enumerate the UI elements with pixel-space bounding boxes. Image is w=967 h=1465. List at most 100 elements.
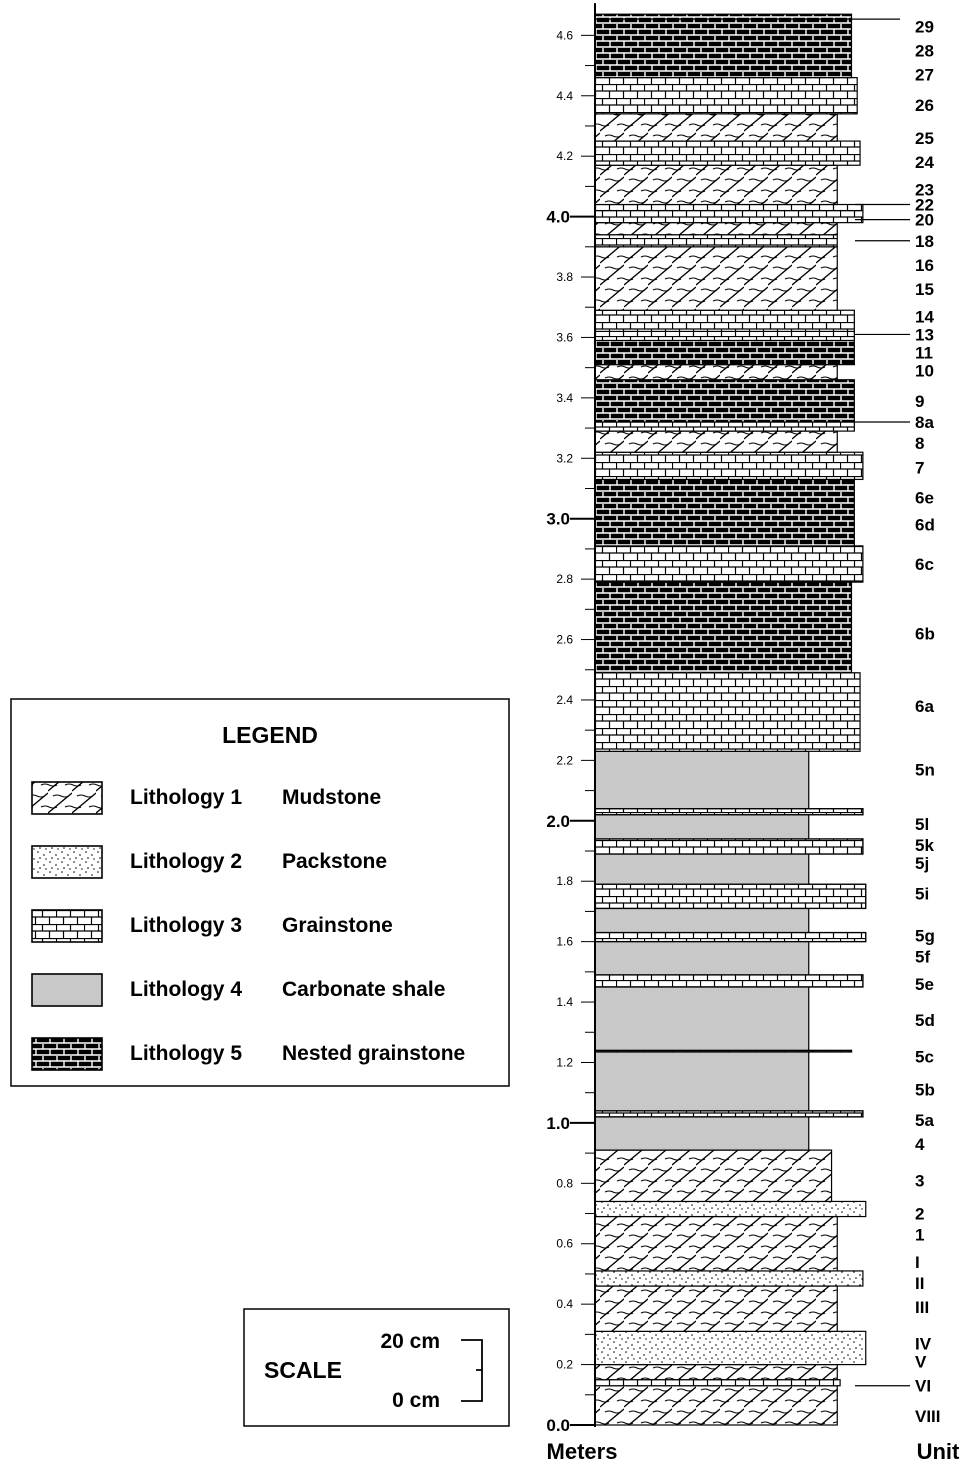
unit-label: 5j: [915, 854, 929, 873]
scale-bar: [461, 1339, 483, 1402]
unit-label: 5n: [915, 760, 935, 779]
bed-grainstone: [594, 330, 855, 342]
shale-interbed: [594, 1049, 853, 1053]
bed-nested: [594, 13, 853, 79]
unit-label: 13: [915, 325, 934, 344]
unit-label: 5d: [915, 1011, 935, 1030]
axis-tick-label: 1.6: [556, 935, 573, 949]
legend-lithology-label: Lithology 5: [130, 1042, 242, 1065]
unit-label: 5k: [915, 836, 934, 855]
unit-label: 22: [915, 196, 934, 215]
axis-tick-label: 3.4: [556, 391, 573, 405]
legend-lithology-name: Packstone: [282, 850, 387, 873]
unit-label: 5f: [915, 948, 930, 967]
unit-label: 20: [915, 211, 934, 230]
axis-major-label: 2.0: [546, 812, 570, 831]
unit-label: 27: [915, 66, 934, 85]
bed-packstone: [594, 1200, 867, 1218]
bed-mudstone: [594, 164, 838, 206]
bed-grainstone: [594, 203, 864, 212]
bed-grainstone: [594, 421, 855, 432]
legend-lithology-name: Mudstone: [282, 786, 381, 809]
unit-label: 25: [915, 129, 934, 148]
axis-major-label: 1.0: [546, 1114, 570, 1133]
unit-label: 1: [915, 1226, 924, 1245]
axis-major-label: 3.0: [546, 510, 570, 529]
scale-bottom-label: 0 cm: [392, 1389, 440, 1412]
unit-label: 11: [915, 344, 933, 363]
axis-tick-label: 0.4: [556, 1297, 573, 1311]
bed-mudstone: [594, 1215, 838, 1272]
legend-lithology-name: Nested grainstone: [282, 1042, 465, 1065]
unit-label: 14: [915, 307, 934, 326]
unit-label: 24: [915, 153, 934, 172]
unit-label: V: [915, 1353, 927, 1372]
bed-mudstone: [594, 430, 838, 453]
bed-grainstone: [594, 209, 864, 224]
axis-tick-label: 3.8: [556, 270, 573, 284]
legend-lithology-name: Carbonate shale: [282, 978, 445, 1001]
axis-tick-label: 2.2: [556, 753, 573, 767]
axis-tick-label: 4.2: [556, 149, 573, 163]
axis-tick-label: 4.6: [556, 28, 573, 42]
legend-swatch-mudstone: [31, 781, 103, 815]
shale-interbed: [594, 838, 864, 855]
unit-label: 23: [915, 180, 934, 199]
bed-packstone: [594, 1270, 864, 1287]
bed-mudstone: [594, 113, 838, 142]
scale-box: SCALE 20 cm 0 cm: [243, 1308, 510, 1427]
axis-tick-label: 1.8: [556, 874, 573, 888]
bed-grainstone: [594, 451, 864, 481]
axis-tick-label: 2.6: [556, 633, 573, 647]
unit-label: 5i: [915, 884, 929, 903]
unit-label: 15: [915, 280, 934, 299]
legend-swatch-packstone: [31, 845, 103, 879]
legend-title: LEGEND: [222, 722, 318, 748]
shale-interbed: [594, 808, 864, 816]
unit-label: 29: [915, 17, 934, 36]
unit-label: 2: [915, 1205, 924, 1224]
axis-tick-label: 0.6: [556, 1237, 573, 1251]
bed-grainstone: [594, 672, 861, 752]
bed-nested: [594, 581, 853, 674]
unit-label: IV: [915, 1334, 932, 1353]
axis-tick-label: 1.4: [556, 995, 573, 1009]
unit-label: III: [915, 1298, 929, 1317]
unit-label: VIII: [915, 1407, 941, 1426]
bed-nested: [594, 379, 855, 423]
unit-label: 7: [915, 458, 924, 477]
unit-label: 6a: [915, 697, 934, 716]
scale-frame: [243, 1308, 510, 1427]
bed-mudstone: [594, 1385, 838, 1426]
unit-label: 6d: [915, 516, 935, 535]
axis-tick-label: 3.6: [556, 330, 573, 344]
unit-label: 5g: [915, 927, 935, 946]
legend: LEGEND Lithology 1 Mudstone Lithology 2 Pac…: [10, 698, 510, 1087]
axis-tick-label: 2.4: [556, 693, 573, 707]
bed-mudstone: [594, 1285, 838, 1332]
scale-top-label: 20 cm: [380, 1330, 440, 1353]
bed-nested: [594, 339, 855, 366]
axis-major-label: 0.0: [546, 1416, 570, 1435]
axis-tick-label: 2.8: [556, 572, 573, 586]
bed-packstone: [594, 1330, 867, 1366]
bed-grainstone: [594, 1379, 841, 1387]
legend-lithology-label: Lithology 1: [130, 786, 242, 809]
bed-grainstone: [594, 545, 864, 583]
unit-label: 9: [915, 392, 924, 411]
unit-label: 6e: [915, 489, 934, 508]
shale-interbed: [594, 931, 867, 943]
unit-column-title: Unit: [917, 1439, 960, 1464]
legend-lithology-label: Lithology 3: [130, 914, 242, 937]
unit-label: 10: [915, 362, 934, 381]
legend-swatch-grainstone: [31, 909, 103, 943]
legend-frame: [10, 698, 510, 1087]
unit-label: 26: [915, 96, 934, 115]
legend-lithology-name: Grainstone: [282, 914, 393, 937]
unit-label: 6b: [915, 624, 935, 643]
axis-tick-label: 1.2: [556, 1055, 573, 1069]
bed-mudstone: [594, 364, 838, 381]
unit-label: 5b: [915, 1081, 935, 1100]
legend-lithology-label: Lithology 4: [130, 978, 242, 1001]
legend-lithology-label: Lithology 2: [130, 850, 242, 873]
